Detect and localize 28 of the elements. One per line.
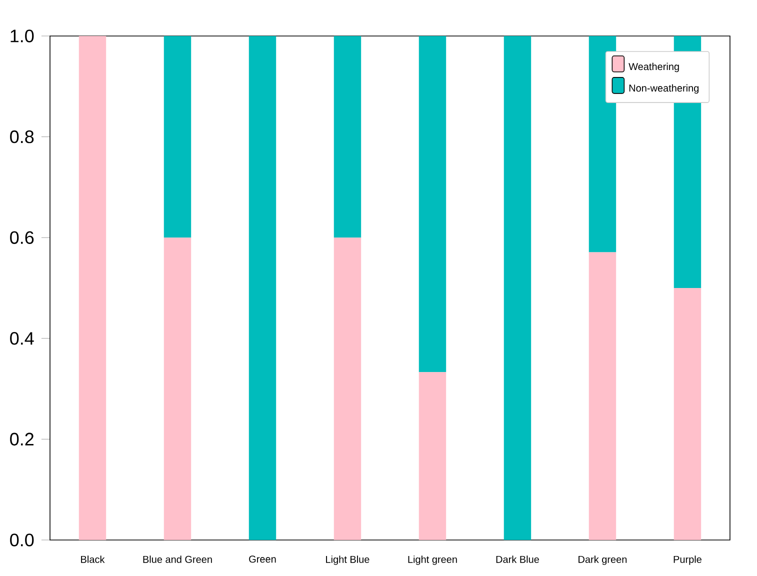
- y-tick-label: 0.0: [10, 534, 34, 546]
- bar: [164, 238, 192, 540]
- x-tick-label: Purple: [674, 556, 702, 565]
- x-tick-label: Blue and Green: [143, 556, 212, 563]
- bar: [418, 36, 446, 372]
- x-tick-label: Light green: [408, 556, 457, 565]
- bar: [588, 252, 616, 540]
- x-tick-label: Black: [81, 556, 105, 563]
- y-tick-label: 1.0: [10, 30, 34, 42]
- y-tick-label: 0.4: [10, 332, 34, 345]
- bar: [334, 238, 362, 540]
- bar: [588, 36, 616, 252]
- bar: [334, 36, 362, 238]
- legend-label: Weathering: [628, 62, 679, 72]
- y-tick-label: 0.2: [10, 432, 34, 446]
- bar: [78, 36, 106, 540]
- x-tick-label: Dark green: [578, 556, 627, 565]
- legend-label: Non-weathering: [629, 84, 699, 94]
- x-tick-label: Light Blue: [326, 556, 370, 565]
- bar: [248, 36, 276, 540]
- bar: [418, 372, 446, 540]
- y-tick-label: 0.6: [10, 231, 34, 244]
- x-tick-label: Dark Blue: [496, 556, 539, 563]
- bar: [504, 36, 532, 540]
- bar: [164, 36, 192, 238]
- x-tick-label: Green: [249, 556, 276, 563]
- y-tick-label: 0.8: [10, 130, 34, 144]
- bar: [674, 288, 702, 540]
